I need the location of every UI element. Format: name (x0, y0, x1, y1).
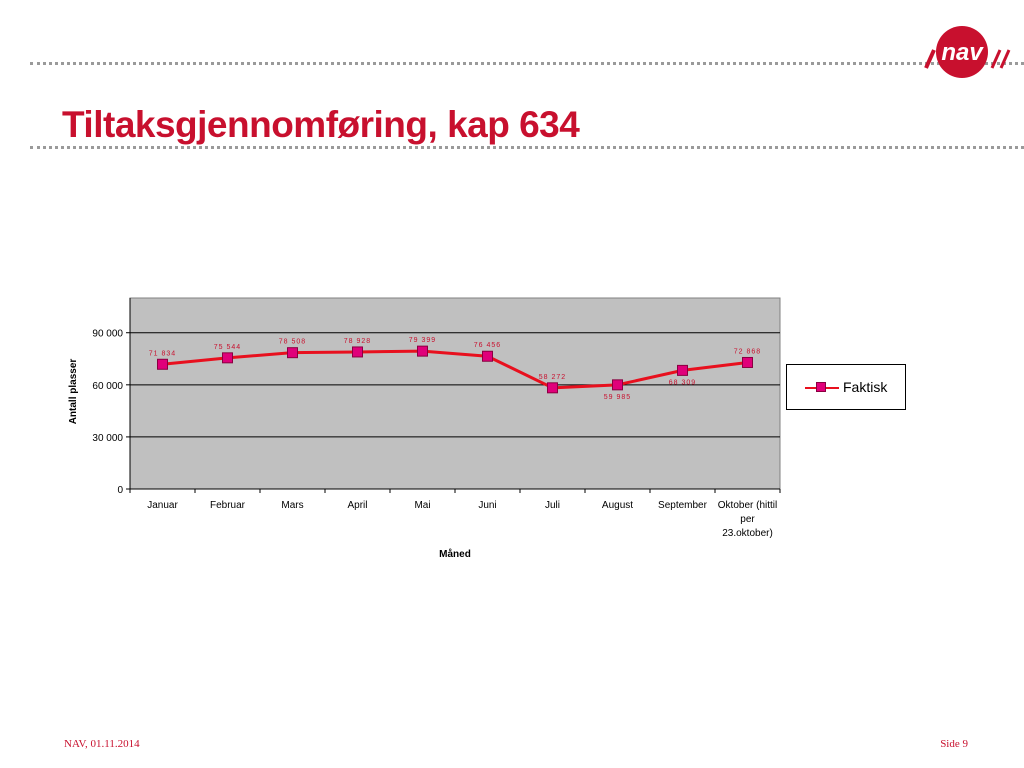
data-point (417, 345, 428, 357)
x-tick-label: August (602, 500, 633, 511)
legend-entry-label: Faktisk (843, 379, 888, 395)
data-label: 78 928 (344, 338, 371, 345)
x-tick-label-line: September (658, 500, 708, 511)
data-label: 71 834 (149, 350, 176, 357)
y-tick-label: 90 000 (92, 329, 123, 340)
data-point (157, 358, 168, 370)
data-label: 59 985 (604, 394, 631, 401)
x-tick-label: September (658, 500, 708, 511)
plot-area (129, 297, 781, 490)
footer-date: NAV, 01.11.2014 (64, 738, 140, 750)
x-tick-label: Oktober (hittil per 23.oktober) (718, 500, 777, 539)
data-label: 78 508 (279, 339, 306, 346)
series-line-faktisk (162, 349, 748, 390)
x-tick-label: Februar (210, 500, 246, 511)
x-tick-label: Juli (545, 500, 560, 511)
x-tick-label-line: Juni (478, 500, 496, 511)
title-dotted-divider (30, 146, 1024, 149)
data-label: 68 309 (669, 379, 696, 386)
y-tick-label: 0 (117, 485, 123, 496)
y-axis-title: Antall plasser (68, 359, 79, 425)
x-tick-label-line: 23.oktober) (722, 528, 773, 539)
page-title: Tiltaksgjennomføring, kap 634 (62, 104, 580, 145)
data-point (482, 350, 493, 362)
y-tick-label: 30 000 (92, 433, 123, 444)
footer-page-number: Side 9 (940, 738, 968, 750)
data-point (547, 382, 558, 394)
x-tick-label-line: Mars (281, 500, 303, 511)
x-tick-label-line: per (740, 514, 755, 525)
x-tick-label: Januar (147, 500, 178, 511)
x-tick-label: Mars (281, 500, 303, 511)
data-label: 75 544 (214, 344, 241, 351)
data-label: 72 868 (734, 348, 761, 355)
x-tick-label-line: April (347, 500, 367, 511)
legend-marker-swatch (816, 382, 826, 392)
x-tick-label-line: Februar (210, 500, 246, 511)
x-tick-label: Mai (414, 500, 430, 511)
nav-logo: nav (924, 26, 1011, 78)
chart-legend: Faktisk (786, 364, 906, 410)
y-tick-label: 60 000 (92, 381, 123, 392)
x-tick-label: Juni (478, 500, 496, 511)
data-point (222, 352, 233, 364)
x-tick-label-line: Juli (545, 500, 560, 511)
nav-logo-text: nav (941, 39, 984, 66)
x-tick-label: April (347, 500, 367, 511)
data-label: 76 456 (474, 342, 501, 349)
data-label: 58 272 (539, 374, 566, 381)
data-point (352, 346, 363, 358)
data-point (742, 356, 753, 368)
x-tick-label-line: Mai (414, 500, 430, 511)
x-axis-title: Måned (439, 548, 471, 560)
x-tick-label-line: Januar (147, 500, 178, 511)
x-tick-label-line: August (602, 500, 633, 511)
data-label: 79 399 (409, 337, 436, 344)
top-dotted-divider (30, 62, 1024, 65)
data-point (287, 347, 298, 359)
data-point (677, 364, 688, 376)
data-point (612, 379, 623, 391)
x-tick-label-line: Oktober (hittil (718, 500, 777, 511)
